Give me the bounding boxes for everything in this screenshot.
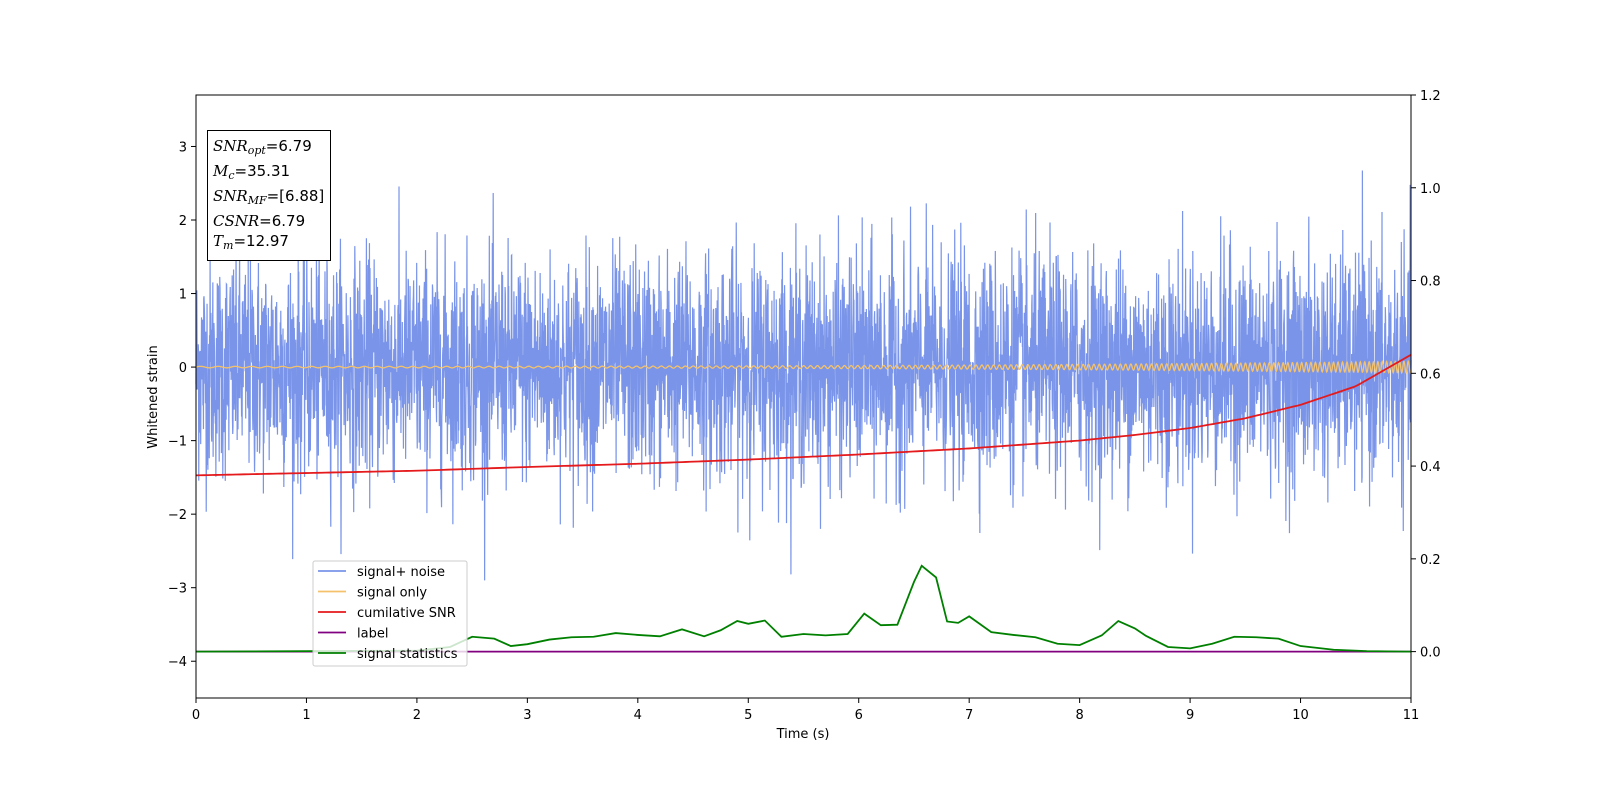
y-tick-label: −1 bbox=[168, 435, 187, 450]
x-axis: 0 1 2 3 4 5 6 7 8 9 10 11 bbox=[192, 698, 1419, 723]
x-tick-label: 6 bbox=[855, 708, 863, 723]
x-tick-label: 7 bbox=[965, 708, 973, 723]
info-tm: Tm=12.97 bbox=[213, 232, 289, 252]
x-tick-label: 2 bbox=[413, 708, 421, 723]
legend-entry: signal+ noise bbox=[357, 565, 445, 580]
line-signal-statistics bbox=[195, 564, 1412, 653]
y-tick-label: 0 bbox=[179, 361, 187, 376]
y2-tick-label: 0.8 bbox=[1420, 275, 1441, 290]
x-tick-label: 9 bbox=[1186, 708, 1194, 723]
info-mc: Mc=35.31 bbox=[213, 162, 291, 182]
y2-tick-label: 0.6 bbox=[1420, 367, 1441, 382]
y2-tick-label: 0.2 bbox=[1420, 553, 1441, 568]
x-axis-label: Time (s) bbox=[776, 727, 830, 742]
info-snr-mf: SNRMF=[6.88] bbox=[213, 187, 325, 207]
line-cumulative-snr bbox=[195, 353, 1412, 477]
x-tick-label: 5 bbox=[744, 708, 752, 723]
legend-entry: cumilative SNR bbox=[357, 606, 456, 621]
y-tick-label: 2 bbox=[179, 214, 187, 229]
x-tick-label: 10 bbox=[1292, 708, 1309, 723]
y2-tick-label: 0.0 bbox=[1420, 646, 1441, 661]
y2-tick-label: 1.2 bbox=[1420, 89, 1441, 104]
y-tick-label: −4 bbox=[168, 655, 187, 670]
info-box: SNRopt=6.79 Mc=35.31 SNRMF=[6.88] CSNR=6… bbox=[207, 130, 332, 261]
y-axis-left: −4 −3 −2 −1 0 1 2 3 bbox=[168, 140, 196, 670]
legend-entry: signal only bbox=[357, 586, 427, 601]
legend-box bbox=[312, 560, 468, 667]
y-axis-right: 0.0 0.2 0.4 0.6 0.8 1.0 1.2 bbox=[1411, 89, 1441, 661]
info-csnr: CSNR=6.79 bbox=[213, 212, 306, 230]
x-tick-label: 3 bbox=[523, 708, 531, 723]
x-tick-label: 11 bbox=[1403, 708, 1420, 723]
line-signal-only bbox=[195, 359, 1412, 375]
series-signal-noise bbox=[195, 170, 1412, 581]
y-tick-label: 3 bbox=[179, 140, 187, 155]
y-tick-label: −2 bbox=[168, 508, 187, 523]
x-tick-label: 1 bbox=[302, 708, 310, 723]
info-snr-opt: SNRopt=6.79 bbox=[213, 137, 312, 157]
x-tick-label: 0 bbox=[192, 708, 200, 723]
line-signal-noise bbox=[195, 170, 1412, 581]
x-tick-label: 4 bbox=[634, 708, 642, 723]
y-axis-label: Whitened strain bbox=[146, 345, 161, 448]
y-tick-label: 1 bbox=[179, 288, 187, 303]
y2-tick-label: 0.4 bbox=[1420, 460, 1441, 475]
axes-frame bbox=[195, 94, 1412, 699]
y-tick-label: −3 bbox=[168, 582, 187, 597]
x-tick-label: 8 bbox=[1075, 708, 1083, 723]
legend-entry: signal statistics bbox=[357, 647, 458, 662]
legend-entry: label bbox=[357, 627, 388, 642]
y2-tick-label: 1.0 bbox=[1420, 182, 1441, 197]
legend: signal+ noise signal only cumilative SNR la… bbox=[312, 560, 468, 667]
